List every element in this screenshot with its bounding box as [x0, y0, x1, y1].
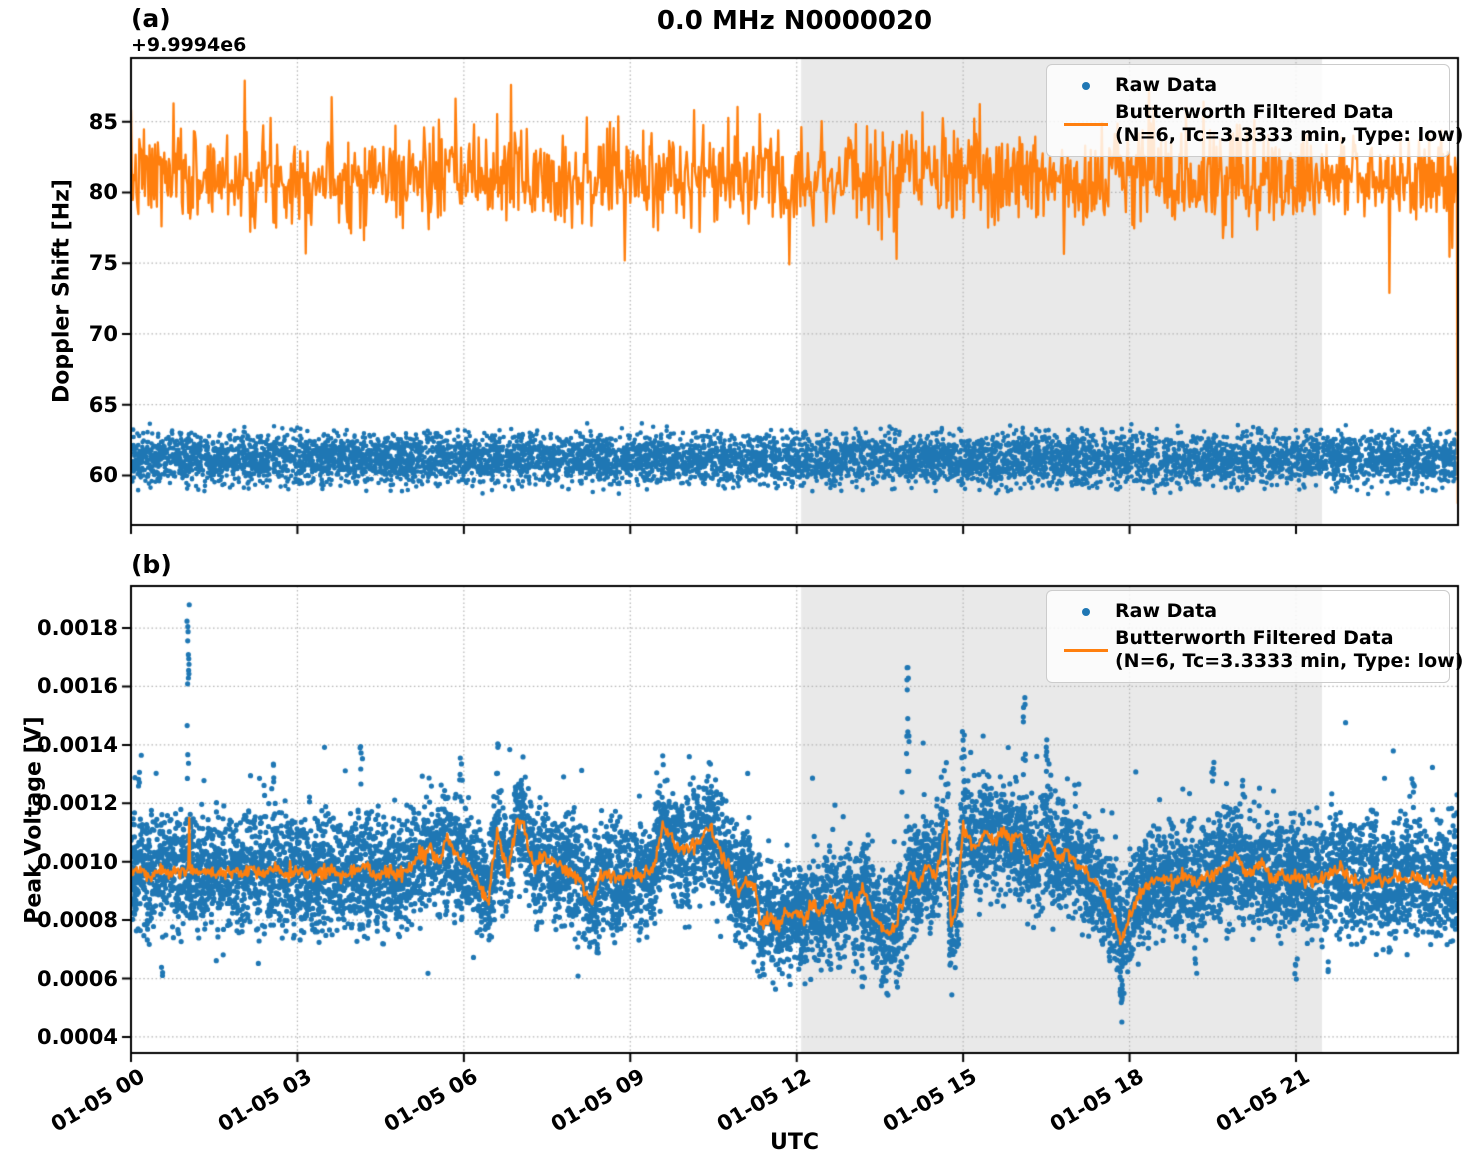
y-tick-label-a: 70 — [88, 321, 118, 346]
filtered-line-marker-icon — [1057, 648, 1115, 652]
y-tick-label-b: 0.0016 — [36, 674, 118, 699]
y-tick-label-b: 0.0010 — [36, 849, 118, 874]
y-tick-label-a: 60 — [88, 463, 118, 488]
y-tick-label-b: 0.0014 — [36, 732, 118, 757]
y-tick-label-a: 85 — [88, 109, 118, 134]
y-axis-offset-text: +9.9994e6 — [131, 34, 247, 56]
y-tick-label-b: 0.0008 — [36, 908, 118, 933]
legend-raw-label: Raw Data — [1115, 600, 1218, 622]
y-tick-label-a: 75 — [88, 251, 118, 276]
y-tick-label-b: 0.0006 — [36, 966, 118, 991]
filtered-line-marker-icon — [1057, 122, 1115, 126]
legend-panel-b: Raw Data Butterworth Filtered Data (N=6,… — [1046, 590, 1463, 683]
legend-raw-label: Raw Data — [1115, 74, 1218, 96]
figure-title: 0.0 MHz N0000020 — [656, 6, 933, 36]
line-sample-icon — [1064, 648, 1108, 652]
y-axis-label-a: Doppler Shift [Hz] — [49, 179, 75, 403]
scatter-dot-icon — [1082, 607, 1090, 616]
y-tick-label-b: 0.0012 — [36, 791, 118, 816]
raw-data-marker-icon — [1057, 607, 1115, 616]
legend-filtered-label-line1: Butterworth Filtered Data — [1115, 101, 1394, 123]
y-tick-label-a: 80 — [88, 180, 118, 205]
legend-filtered-label: Butterworth Filtered Data (N=6, Tc=3.333… — [1115, 101, 1463, 147]
legend-entry-filtered: Butterworth Filtered Data (N=6, Tc=3.333… — [1057, 101, 1463, 147]
panel-b-label: (b) — [131, 550, 172, 579]
line-sample-icon — [1064, 122, 1108, 126]
panel-a-label: (a) — [131, 4, 171, 33]
legend-entry-raw: Raw Data — [1057, 74, 1439, 97]
y-tick-label-a: 65 — [88, 392, 118, 417]
x-axis-label: UTC — [769, 1130, 820, 1155]
legend-entry-filtered: Butterworth Filtered Data (N=6, Tc=3.333… — [1057, 627, 1463, 673]
legend-entry-raw: Raw Data — [1057, 600, 1439, 623]
scatter-dot-icon — [1082, 81, 1090, 90]
legend-filtered-label: Butterworth Filtered Data (N=6, Tc=3.333… — [1115, 627, 1463, 673]
y-tick-label-b: 0.0004 — [36, 1024, 118, 1049]
legend-filtered-label-line1: Butterworth Filtered Data — [1115, 627, 1394, 649]
legend-filtered-label-line2: (N=6, Tc=3.3333 min, Type: low) — [1115, 650, 1464, 672]
y-tick-label-b: 0.0018 — [36, 616, 118, 641]
legend-panel-a: Raw Data Butterworth Filtered Data (N=6,… — [1046, 64, 1463, 157]
legend-filtered-label-line2: (N=6, Tc=3.3333 min, Type: low) — [1115, 124, 1464, 146]
raw-data-marker-icon — [1057, 81, 1115, 90]
